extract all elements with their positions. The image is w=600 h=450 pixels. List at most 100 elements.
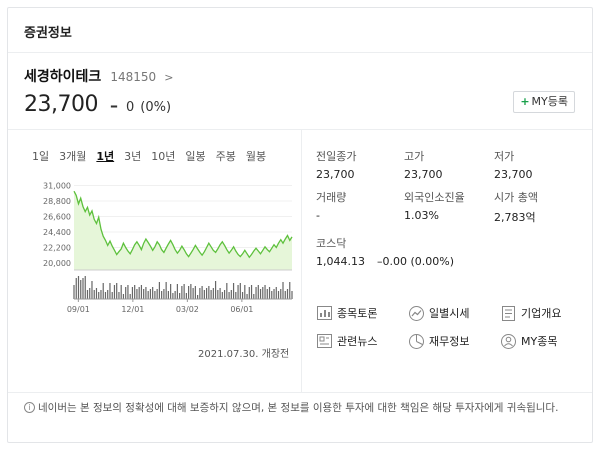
tab-daily[interactable]: 일봉: [185, 150, 206, 163]
volume-bar: [275, 287, 277, 299]
person-icon: [500, 333, 516, 349]
x-tick-label: 12/01: [121, 305, 144, 314]
volume-bar: [219, 288, 221, 299]
volume-bar: [183, 284, 185, 299]
link-related-news[interactable]: 관련뉴스: [316, 333, 408, 349]
volume-bar: [181, 286, 183, 299]
my-register-button[interactable]: + MY등록: [513, 91, 575, 113]
volume-bar: [152, 287, 154, 299]
chevron-right-icon[interactable]: >: [164, 71, 174, 84]
tab-monthly[interactable]: 월봉: [245, 150, 267, 163]
volume-bar: [93, 290, 95, 299]
price-line: [73, 190, 293, 259]
link-label: 일별시세: [429, 307, 470, 320]
tab-1year[interactable]: 1년: [96, 150, 115, 163]
link-label: 재무정보: [429, 335, 470, 348]
kosdaq-label: 코스닥: [316, 237, 347, 250]
volume-bar: [98, 292, 100, 299]
volume-bar: [280, 289, 282, 299]
volume-bar: [277, 291, 280, 299]
volume-bar: [84, 276, 86, 299]
metric-value: 23,700: [316, 168, 355, 181]
volume-bar: [194, 286, 196, 299]
volume-bar: [179, 293, 181, 299]
x-tick-label: 03/02: [176, 305, 199, 314]
volume-bar: [255, 287, 257, 299]
volume-bar: [228, 292, 230, 299]
volume-bar: [158, 282, 161, 299]
tab-1day[interactable]: 1일: [32, 150, 50, 163]
volume-bar: [271, 291, 273, 299]
volume-bar: [282, 282, 284, 299]
info-icon: i: [24, 402, 35, 413]
my-register-label: MY등록: [531, 95, 568, 108]
volume-bar: [143, 289, 145, 299]
y-tick-label: 26,600: [43, 212, 71, 221]
volume-bar: [250, 285, 253, 299]
volume-bar: [208, 286, 210, 299]
volume-bar: [210, 290, 212, 299]
trend-icon: [408, 305, 424, 321]
volume-bar: [140, 285, 143, 299]
volume-bar: [217, 290, 219, 299]
chart-board-icon: [316, 305, 332, 321]
document-icon: [500, 305, 516, 321]
quick-links: 종목토론 일별시세 기업개요 관련뉴스 재무정보 MY종목: [316, 305, 591, 349]
volume-bar: [75, 278, 77, 299]
stock-summary: 세경하이테크 148150 > 23,700 – 0 (0%): [24, 66, 174, 117]
volume-bar: [244, 285, 246, 299]
volume-bar: [116, 283, 118, 299]
volume-bar: [203, 290, 205, 299]
volume-bar: [174, 291, 176, 299]
volume-bar: [232, 283, 235, 299]
volume-bar: [131, 287, 134, 299]
price-chart[interactable]: 31,000 28,800 26,600 24,400 22,200 20,000 09/0…: [32, 174, 294, 316]
tab-3month[interactable]: 3개월: [59, 150, 87, 163]
volume-bar: [264, 285, 266, 299]
metric-label: 외국인소진율: [404, 191, 465, 204]
link-daily-price[interactable]: 일별시세: [408, 305, 500, 321]
disclaimer-text: 네이버는 본 정보의 정확성에 대해 보증하지 않으며, 본 정보를 이용한 투…: [38, 402, 559, 414]
volume-bar: [268, 287, 271, 299]
pie-icon: [408, 333, 424, 349]
link-my-stocks[interactable]: MY종목: [500, 333, 590, 349]
tab-10year[interactable]: 10년: [151, 150, 176, 163]
tab-weekly[interactable]: 주봉: [215, 150, 236, 163]
x-tick-label: 09/01: [67, 305, 90, 314]
y-tick-label: 20,000: [43, 259, 71, 268]
volume-bar: [127, 285, 129, 299]
volume-bar: [147, 291, 149, 299]
change-sign: –: [109, 96, 118, 115]
divider: [301, 130, 302, 392]
divider: [8, 392, 592, 393]
kosdaq-index: 코스닥 1,044.13 –0.00 (0.00%): [316, 235, 586, 268]
stock-metrics: 전일종가 23,700 고가 23,700 저가 23,700 거래량 - 외국인소진율…: [316, 148, 586, 268]
volume-bar: [129, 294, 131, 299]
volume-bar: [138, 287, 140, 299]
link-discussion[interactable]: 종목토론: [316, 305, 408, 321]
volume-bar: [253, 294, 255, 299]
volume-bar: [161, 291, 163, 299]
volume-bar: [262, 287, 264, 299]
kosdaq-change: –0.00 (0.00%): [376, 255, 455, 268]
tab-3year[interactable]: 3년: [124, 150, 142, 163]
volume-bar: [86, 290, 89, 299]
volume-bar: [100, 290, 102, 299]
link-financial-info[interactable]: 재무정보: [408, 333, 500, 349]
plus-icon: +: [520, 95, 530, 108]
volume-bar: [284, 291, 286, 299]
volume-bar: [212, 288, 214, 299]
stock-name[interactable]: 세경하이테크: [24, 69, 102, 85]
stock-code[interactable]: 148150: [110, 70, 157, 84]
price-change-rate: (0%): [140, 100, 172, 115]
link-label: MY종목: [521, 335, 558, 348]
volume-bar: [120, 285, 122, 299]
volume-bar: [205, 288, 208, 299]
volume-bar: [241, 292, 244, 299]
volume-bar: [73, 285, 75, 299]
volume-bar: [82, 278, 84, 299]
volume-bar: [176, 284, 178, 299]
link-company-overview[interactable]: 기업개요: [500, 305, 590, 321]
volume-bar: [259, 289, 262, 299]
volume-bar: [118, 292, 120, 299]
